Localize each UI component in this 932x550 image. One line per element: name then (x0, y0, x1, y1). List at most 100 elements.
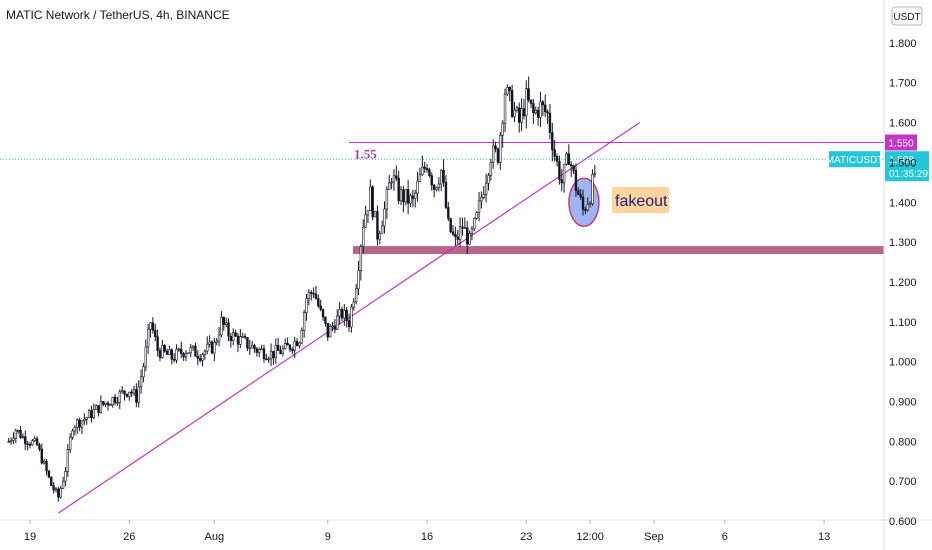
currency-button[interactable]: USDT (891, 6, 923, 26)
candle-body (120, 390, 124, 393)
candle-body (421, 166, 424, 175)
candle-body (59, 488, 62, 498)
candle-body (546, 111, 549, 114)
candle-body (19, 429, 22, 439)
candle-body (343, 309, 346, 319)
candle-body (470, 228, 474, 234)
candle-body (496, 148, 500, 163)
candle-body (340, 308, 344, 319)
candle-body (61, 480, 65, 489)
candle-body (113, 396, 117, 403)
candle-body (255, 348, 259, 353)
price-tick-label: 0.600 (889, 516, 917, 528)
resistance-price-badge (885, 134, 917, 151)
candle-body (16, 429, 20, 432)
candle-body (71, 430, 74, 438)
price-tick-label: 0.700 (889, 476, 917, 488)
candle-body (551, 132, 554, 151)
candle-body (142, 366, 145, 378)
candle-body (461, 226, 464, 229)
chart-title: MATIC Network / TetherUS, 4h, BINANCE (6, 8, 230, 22)
candle-body (364, 214, 367, 228)
candle-body (139, 376, 143, 388)
candle-body (553, 149, 556, 157)
candle-body (494, 145, 497, 150)
candle-body (317, 298, 320, 307)
candle-body (90, 410, 93, 418)
candle-body (158, 350, 162, 358)
candle-body (392, 175, 396, 183)
candles-layer (7, 76, 597, 502)
last-price-badge (885, 151, 929, 182)
candle-body (132, 389, 136, 394)
support-band (353, 246, 884, 255)
candle-body (14, 430, 18, 439)
candle-body (87, 410, 91, 419)
candle-body (593, 173, 597, 175)
candle-body (109, 404, 112, 407)
candle-body (468, 233, 471, 245)
candle-body (406, 189, 410, 204)
candle-body (480, 197, 483, 202)
candle-body (484, 182, 488, 195)
candle-body (352, 301, 355, 308)
currency-button-frame[interactable] (891, 6, 923, 26)
candle-body (428, 169, 431, 176)
candle-body (522, 108, 526, 117)
candle-body (182, 353, 185, 358)
candle-body (435, 187, 438, 190)
candle-body (416, 180, 419, 194)
candle-body (451, 231, 455, 235)
candle-body (272, 350, 275, 359)
price-tick-label: 1.200 (889, 277, 917, 289)
candle-body (47, 470, 51, 478)
candle-body (518, 107, 521, 123)
candle-body (577, 190, 580, 195)
currency-button-label[interactable]: USDT (893, 12, 920, 23)
candle-body (40, 448, 44, 464)
candle-body (258, 349, 261, 353)
candle-body (196, 356, 199, 359)
candle-body (331, 325, 334, 328)
candle-body (562, 163, 566, 184)
candle-body (508, 86, 511, 91)
fakeout-label: fakeout (615, 193, 668, 210)
candle-body (246, 337, 249, 349)
time-tick-label: 6 (722, 531, 728, 543)
candle-body (588, 203, 592, 205)
candle-body (321, 309, 325, 318)
candle-body (390, 181, 393, 184)
candle-body (371, 186, 374, 218)
candle-body (489, 162, 493, 176)
candle-body (383, 208, 386, 227)
time-tick-label: Aug (205, 531, 225, 543)
candle-body (487, 175, 490, 184)
candle-body (154, 329, 157, 338)
candle-body (293, 340, 296, 351)
candle-body (437, 183, 441, 188)
candle-body (187, 352, 190, 355)
candle-body (409, 195, 412, 204)
fakeout-label-bg (612, 187, 669, 213)
candle-body (168, 349, 171, 355)
candle-body (7, 441, 10, 443)
candle-body (111, 396, 114, 406)
candle-body (73, 427, 77, 432)
candle-body (395, 175, 398, 179)
candle-body (206, 343, 209, 352)
candle-body (366, 210, 370, 216)
symbol-badge (829, 151, 880, 168)
candle-body (345, 309, 348, 321)
candle-body (94, 405, 98, 410)
time-tick-label: 9 (325, 531, 331, 543)
resistance-level-label: 1.55 (354, 146, 377, 161)
candle-body (243, 336, 247, 338)
candle-body (279, 350, 282, 355)
candle-body (458, 226, 462, 240)
candle-body (198, 358, 202, 361)
candle-body (520, 108, 523, 123)
candle-body (503, 93, 507, 124)
candle-body (534, 110, 537, 114)
candle-body (80, 420, 84, 428)
